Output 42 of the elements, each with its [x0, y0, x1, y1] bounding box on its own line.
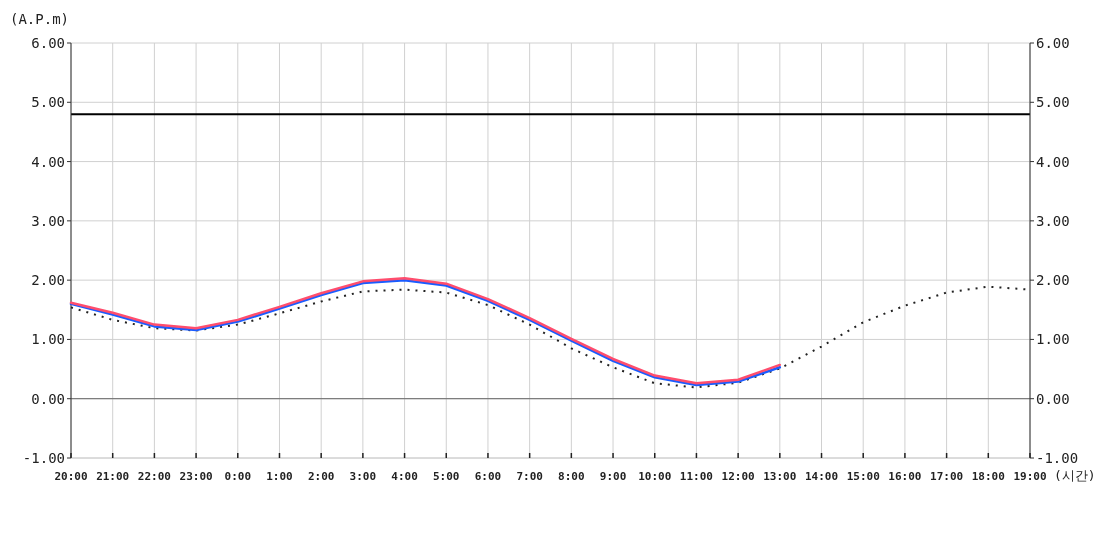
y-tick-label: 5.00: [31, 94, 65, 111]
x-tick-label: 11:00: [679, 470, 713, 483]
x-tick-label: 7:00: [516, 470, 543, 483]
y-tick-label: -1.00: [22, 450, 65, 466]
y-axis-title: (A.P.m): [10, 11, 70, 27]
y2-tick-label: 6.00: [1036, 35, 1070, 51]
x-tick-label: 15:00: [846, 470, 880, 483]
x-tick-label: 18:00: [971, 470, 1005, 483]
x-tick-label: 22:00: [137, 470, 171, 483]
x-tick-label: 17:00: [930, 470, 964, 483]
y2-tick-label: 1.00: [1036, 331, 1070, 348]
y-tick-label: 1.00: [31, 331, 65, 348]
x-tick-label: 20:00: [54, 470, 88, 483]
x-tick-label: 14:00: [804, 470, 839, 483]
x-tick-label: 8:00: [558, 470, 585, 483]
x-tick-label: 2:00: [307, 470, 335, 483]
x-tick-label: 5:00: [433, 470, 460, 483]
y2-tick-label: 4.00: [1036, 153, 1070, 170]
x-tick-label: 6:00: [474, 470, 502, 483]
x-tick-label: 16:00: [888, 470, 922, 483]
x-tick-label: 13:00: [763, 470, 797, 483]
x-tick-label: 9:00: [599, 470, 627, 483]
x-tick-label: 3:00: [349, 470, 377, 483]
y-tick-label: 4.00: [31, 153, 65, 170]
y2-tick-label: 3.00: [1036, 212, 1070, 229]
x-tick-label: 19:00: [1013, 470, 1047, 483]
y-tick-label: 3.00: [31, 212, 65, 229]
y2-tick-label: 0.00: [1036, 390, 1070, 407]
x-tick-label: 12:00: [721, 470, 755, 483]
x-tick-label: 21:00: [96, 470, 130, 483]
y2-tick-label: 2.00: [1036, 272, 1070, 289]
x-tick-label: 10:00: [638, 470, 672, 483]
y-tick-label: 6.00: [31, 35, 65, 51]
y-tick-label: 0.00: [31, 390, 65, 407]
x-tick-label: 23:00: [179, 470, 213, 483]
y2-tick-label: -1.00: [1036, 450, 1079, 466]
x-tick-label: 1:00: [266, 470, 293, 483]
x-tick-label: 0:00: [224, 470, 252, 483]
y-tick-label: 2.00: [31, 272, 65, 289]
y2-tick-label: 5.00: [1036, 94, 1070, 111]
x-axis-title: (시간): [1054, 468, 1096, 483]
x-tick-label: 4:00: [391, 470, 418, 483]
